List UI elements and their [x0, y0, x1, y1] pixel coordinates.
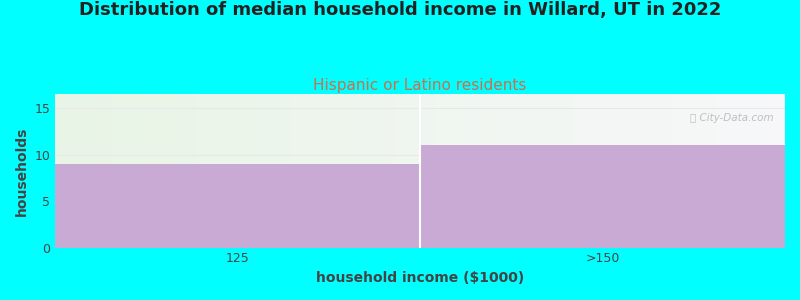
Text: Distribution of median household income in Willard, UT in 2022: Distribution of median household income …: [79, 2, 721, 20]
Title: Hispanic or Latino residents: Hispanic or Latino residents: [314, 78, 527, 93]
Bar: [55, 164, 420, 248]
Text: ⓘ City-Data.com: ⓘ City-Data.com: [690, 112, 774, 123]
Y-axis label: households: households: [15, 126, 29, 216]
Bar: [420, 145, 785, 248]
X-axis label: household income ($1000): household income ($1000): [316, 271, 524, 285]
